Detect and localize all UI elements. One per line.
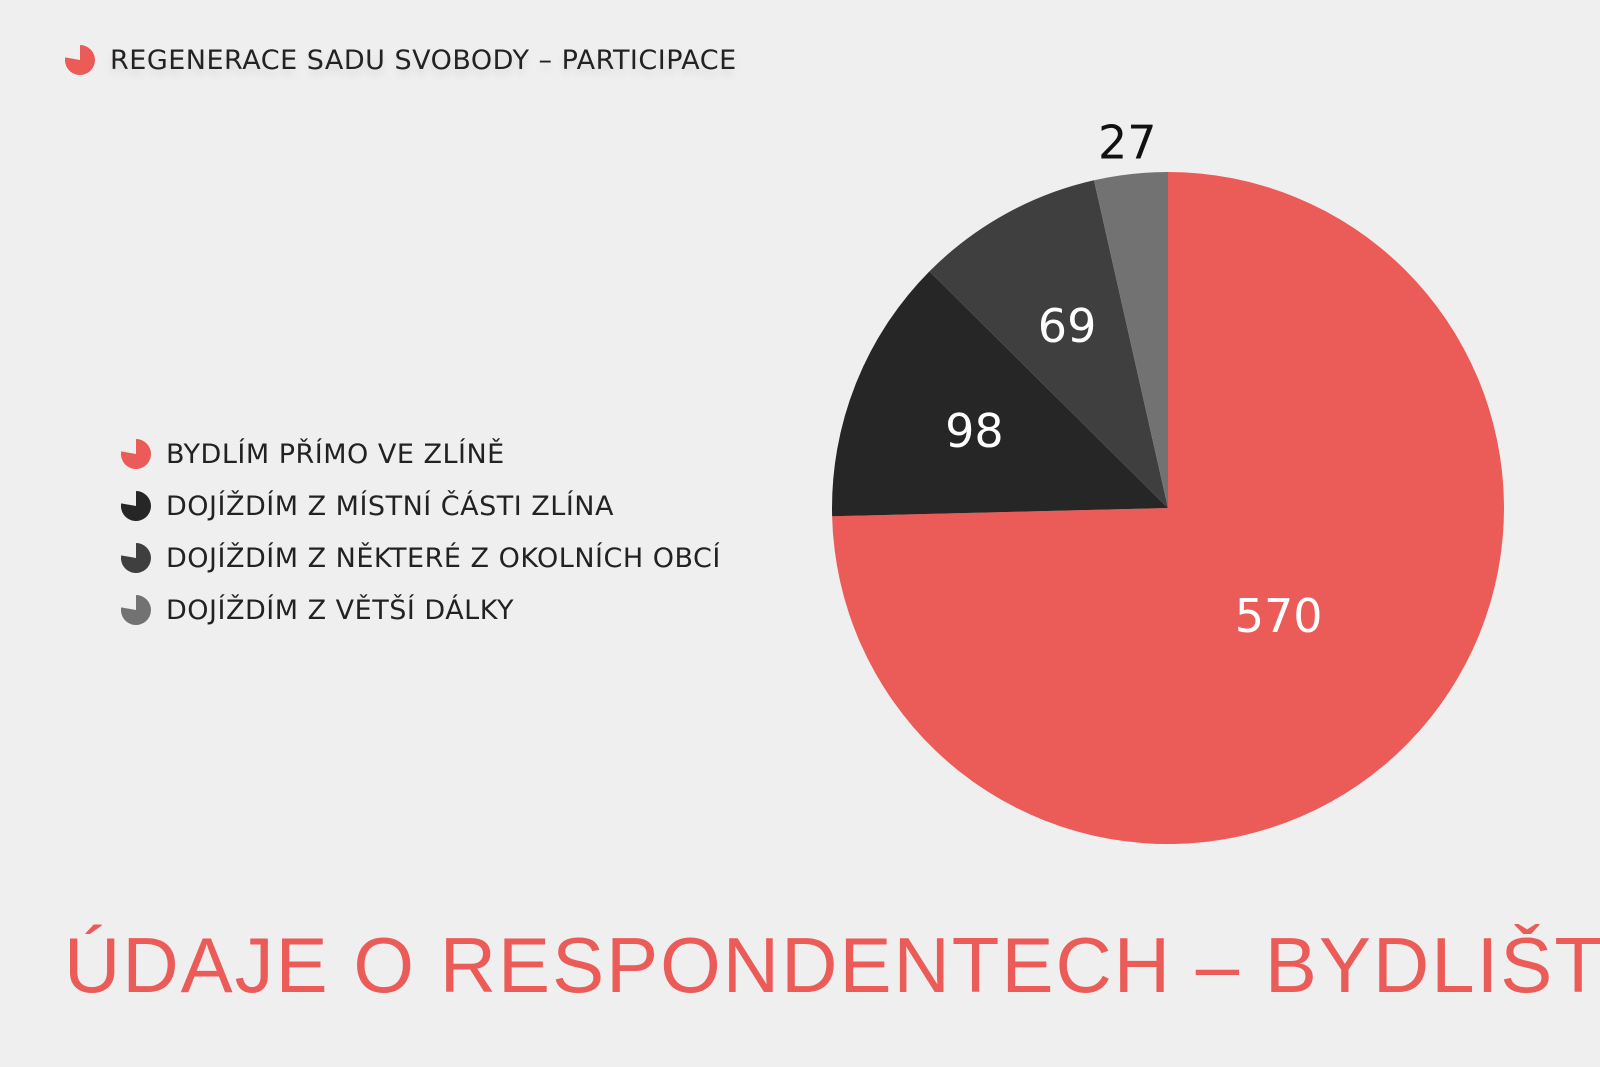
legend-swatch-pie-icon: [120, 595, 151, 625]
legend-swatch-pie-icon: [120, 439, 151, 469]
legend-item: DOJÍŽDÍM Z VĚTŠÍ DÁLKY: [120, 584, 721, 636]
pie-slice-0: [832, 172, 1504, 844]
legend-item: DOJÍŽDÍM Z MÍSTNÍ ČÁSTI ZLÍNA: [120, 480, 721, 532]
pie-slice-3: [1094, 172, 1168, 508]
legend-swatch-pie-icon: [120, 491, 151, 521]
pie-chart: 570 98 69 27: [832, 115, 1504, 844]
legend-label: DOJÍŽDÍM Z VĚTŠÍ DÁLKY: [166, 594, 514, 626]
legend-label: DOJÍŽDÍM Z NĚKTERÉ Z OKOLNÍCH OBCÍ: [166, 542, 721, 574]
chart-legend: BYDLÍM PŘÍMO VE ZLÍNĚ DOJÍŽDÍM Z MÍSTNÍ …: [120, 428, 721, 636]
pie-icon: [64, 45, 95, 75]
data-label-3: 27: [1098, 115, 1157, 169]
header-title: REGENERACE SADU SVOBODY – PARTICIPACE: [110, 44, 737, 76]
data-label-2: 69: [1038, 299, 1097, 353]
pie-slice-1: [832, 271, 1168, 517]
legend-item: BYDLÍM PŘÍMO VE ZLÍNĚ: [120, 428, 721, 480]
legend-swatch-pie-icon: [120, 543, 151, 573]
data-label-0: 570: [1235, 589, 1323, 643]
data-label-1: 98: [945, 404, 1004, 458]
legend-label: BYDLÍM PŘÍMO VE ZLÍNĚ: [166, 438, 505, 470]
header: REGENERACE SADU SVOBODY – PARTICIPACE: [64, 44, 737, 76]
legend-item: DOJÍŽDÍM Z NĚKTERÉ Z OKOLNÍCH OBCÍ: [120, 532, 721, 584]
chart-title: ÚDAJE O RESPONDENTECH – BYDLIŠTĚ: [64, 921, 1600, 1009]
legend-label: DOJÍŽDÍM Z MÍSTNÍ ČÁSTI ZLÍNA: [166, 490, 614, 522]
pie-slice-2: [929, 180, 1168, 508]
